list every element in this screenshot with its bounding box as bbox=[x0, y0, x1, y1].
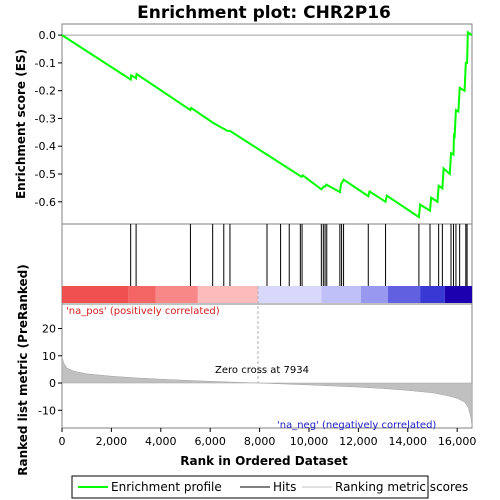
es-ytick-label: 0.0 bbox=[39, 29, 57, 42]
es-ytick-label: -0.2 bbox=[35, 85, 56, 98]
x-axis-label: Rank in Ordered Dataset bbox=[180, 454, 348, 468]
rank-y-axis-ticks: 20 10 0 -10 bbox=[38, 323, 62, 417]
color-bar-segment bbox=[197, 286, 258, 303]
color-bar-segment bbox=[444, 286, 472, 303]
xtick-label: 2,000 bbox=[96, 435, 128, 448]
rank-ytick-label: 20 bbox=[42, 323, 56, 336]
negative-correlation-label: 'na_neg' (negatively correlated) bbox=[277, 420, 436, 431]
rank-y-axis-label: Ranked list metric (PreRanked) bbox=[16, 264, 30, 476]
color-bar-segment bbox=[128, 286, 156, 303]
es-ytick-label: -0.1 bbox=[35, 57, 56, 70]
rank-color-bar bbox=[62, 286, 472, 303]
es-ytick-label: -0.3 bbox=[35, 112, 56, 125]
es-y-axis-label: Enrichment score (ES) bbox=[14, 49, 28, 199]
es-ytick-label: -0.6 bbox=[35, 196, 56, 209]
color-bar-segment bbox=[155, 286, 198, 303]
legend-hits-label: Hits bbox=[273, 480, 296, 494]
rank-ytick-label: -10 bbox=[38, 404, 56, 417]
legend-metric-label: Ranking metric scores bbox=[335, 480, 468, 494]
rank-ytick-label: 10 bbox=[42, 350, 56, 363]
color-bar-segment bbox=[420, 286, 445, 303]
xtick-label: 0 bbox=[59, 435, 66, 448]
positive-correlation-label: 'na_pos' (positively correlated) bbox=[66, 306, 220, 317]
xtick-label: 12,000 bbox=[339, 435, 378, 448]
chart-title: Enrichment plot: CHR2P16 bbox=[137, 3, 391, 23]
color-bar-segment bbox=[321, 286, 361, 303]
es-y-axis-ticks: 0.0 -0.1 -0.2 -0.3 -0.4 -0.5 -0.6 bbox=[35, 29, 62, 209]
es-ytick-label: -0.5 bbox=[35, 168, 56, 181]
xtick-label: 16,000 bbox=[438, 435, 477, 448]
rank-ytick-label: 0 bbox=[49, 377, 56, 390]
color-bar-segment bbox=[360, 286, 389, 303]
ranking-metric-area bbox=[61, 355, 473, 427]
xtick-label: 6,000 bbox=[194, 435, 226, 448]
color-bar-segment bbox=[257, 286, 322, 303]
color-bar-segment bbox=[62, 286, 129, 303]
xtick-label: 14,000 bbox=[389, 435, 428, 448]
enrichment-profile-line bbox=[61, 30, 473, 219]
xtick-label: 10,000 bbox=[290, 435, 329, 448]
xtick-label: 4,000 bbox=[145, 435, 177, 448]
rank-panel-frame bbox=[61, 303, 473, 429]
color-bar-segment bbox=[388, 286, 421, 303]
hit-markers bbox=[130, 224, 468, 286]
legend-profile-label: Enrichment profile bbox=[111, 480, 222, 494]
xtick-label: 8,000 bbox=[244, 435, 276, 448]
es-ytick-label: -0.4 bbox=[35, 140, 56, 153]
x-axis-ticks: 0 2,000 4,000 6,000 8,000 10,000 12,000 14,000 1… bbox=[59, 428, 477, 448]
zero-cross-label: Zero cross at 7934 bbox=[215, 365, 309, 376]
es-panel-frame bbox=[61, 23, 473, 225]
